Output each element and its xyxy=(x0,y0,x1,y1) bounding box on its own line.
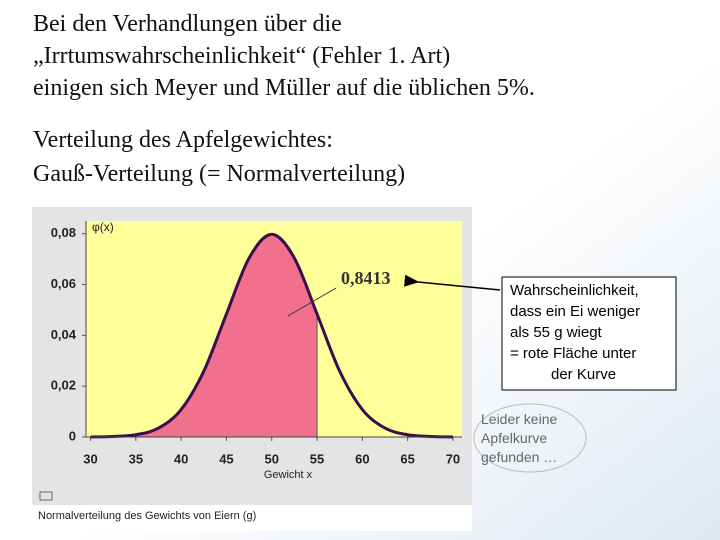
text-line: Verteilung des Apfelgewichtes: xyxy=(33,127,333,153)
x-tick-label: 60 xyxy=(355,451,369,466)
x-tick-label: 70 xyxy=(446,451,460,466)
x-tick-label: 35 xyxy=(129,451,143,466)
text-line: Bei den Verhandlungen über die xyxy=(33,11,342,37)
chart: 0 0,02 0,04 0,06 0,08 30 35 40 45 50 55 60 65 70 φ(x) G… xyxy=(51,220,462,481)
y-axis-label: φ(x) xyxy=(92,220,114,234)
chart-caption: Normalverteilung des Gewichts von Eiern … xyxy=(38,510,256,522)
y-tick-label: 0,04 xyxy=(51,327,77,342)
text-line: einigen sich Meyer und Müller auf die üb… xyxy=(33,75,535,101)
text-line: „Irrtumswahrscheinlichkeit“ (Fehler 1. A… xyxy=(33,43,450,69)
slide-text: Bei den Verhandlungen über die „Irrtumsw… xyxy=(33,11,535,187)
callout-text: dass ein Ei weniger xyxy=(510,303,640,320)
y-tick-label: 0,02 xyxy=(51,378,76,393)
callout-text: = rote Fläche unter xyxy=(510,345,636,362)
note-text: Apfelkurve xyxy=(481,430,547,446)
callout-text: Wahrscheinlichkeit, xyxy=(510,282,639,299)
y-tick-label: 0,06 xyxy=(51,276,76,291)
note-text: Leider keine xyxy=(481,411,557,427)
callout-text: als 55 g wiegt xyxy=(510,324,603,341)
x-tick-label: 50 xyxy=(265,451,279,466)
x-tick-label: 55 xyxy=(310,451,324,466)
curve xyxy=(90,232,453,439)
text-line: Gauß-Verteilung (= Normalverteilung) xyxy=(33,161,405,187)
callout-box xyxy=(501,276,677,391)
x-tick-label: 40 xyxy=(174,451,188,466)
y-tick-label: 0 xyxy=(69,428,76,443)
x-tick-label: 45 xyxy=(219,451,233,466)
note-outline xyxy=(473,403,587,473)
icon xyxy=(39,491,53,501)
x-tick-label: 65 xyxy=(400,451,414,466)
note-text: gefunden … xyxy=(481,449,557,465)
x-tick-label: 30 xyxy=(83,451,97,466)
x-axis-label: Gewicht x xyxy=(264,469,313,481)
callout-text: der Kurve xyxy=(551,366,616,383)
annotation-pointer xyxy=(287,287,337,317)
annotation: 0,8413 xyxy=(341,268,391,288)
y-tick-label: 0,08 xyxy=(51,225,76,240)
arrow xyxy=(403,274,501,291)
caption-area xyxy=(32,505,472,531)
